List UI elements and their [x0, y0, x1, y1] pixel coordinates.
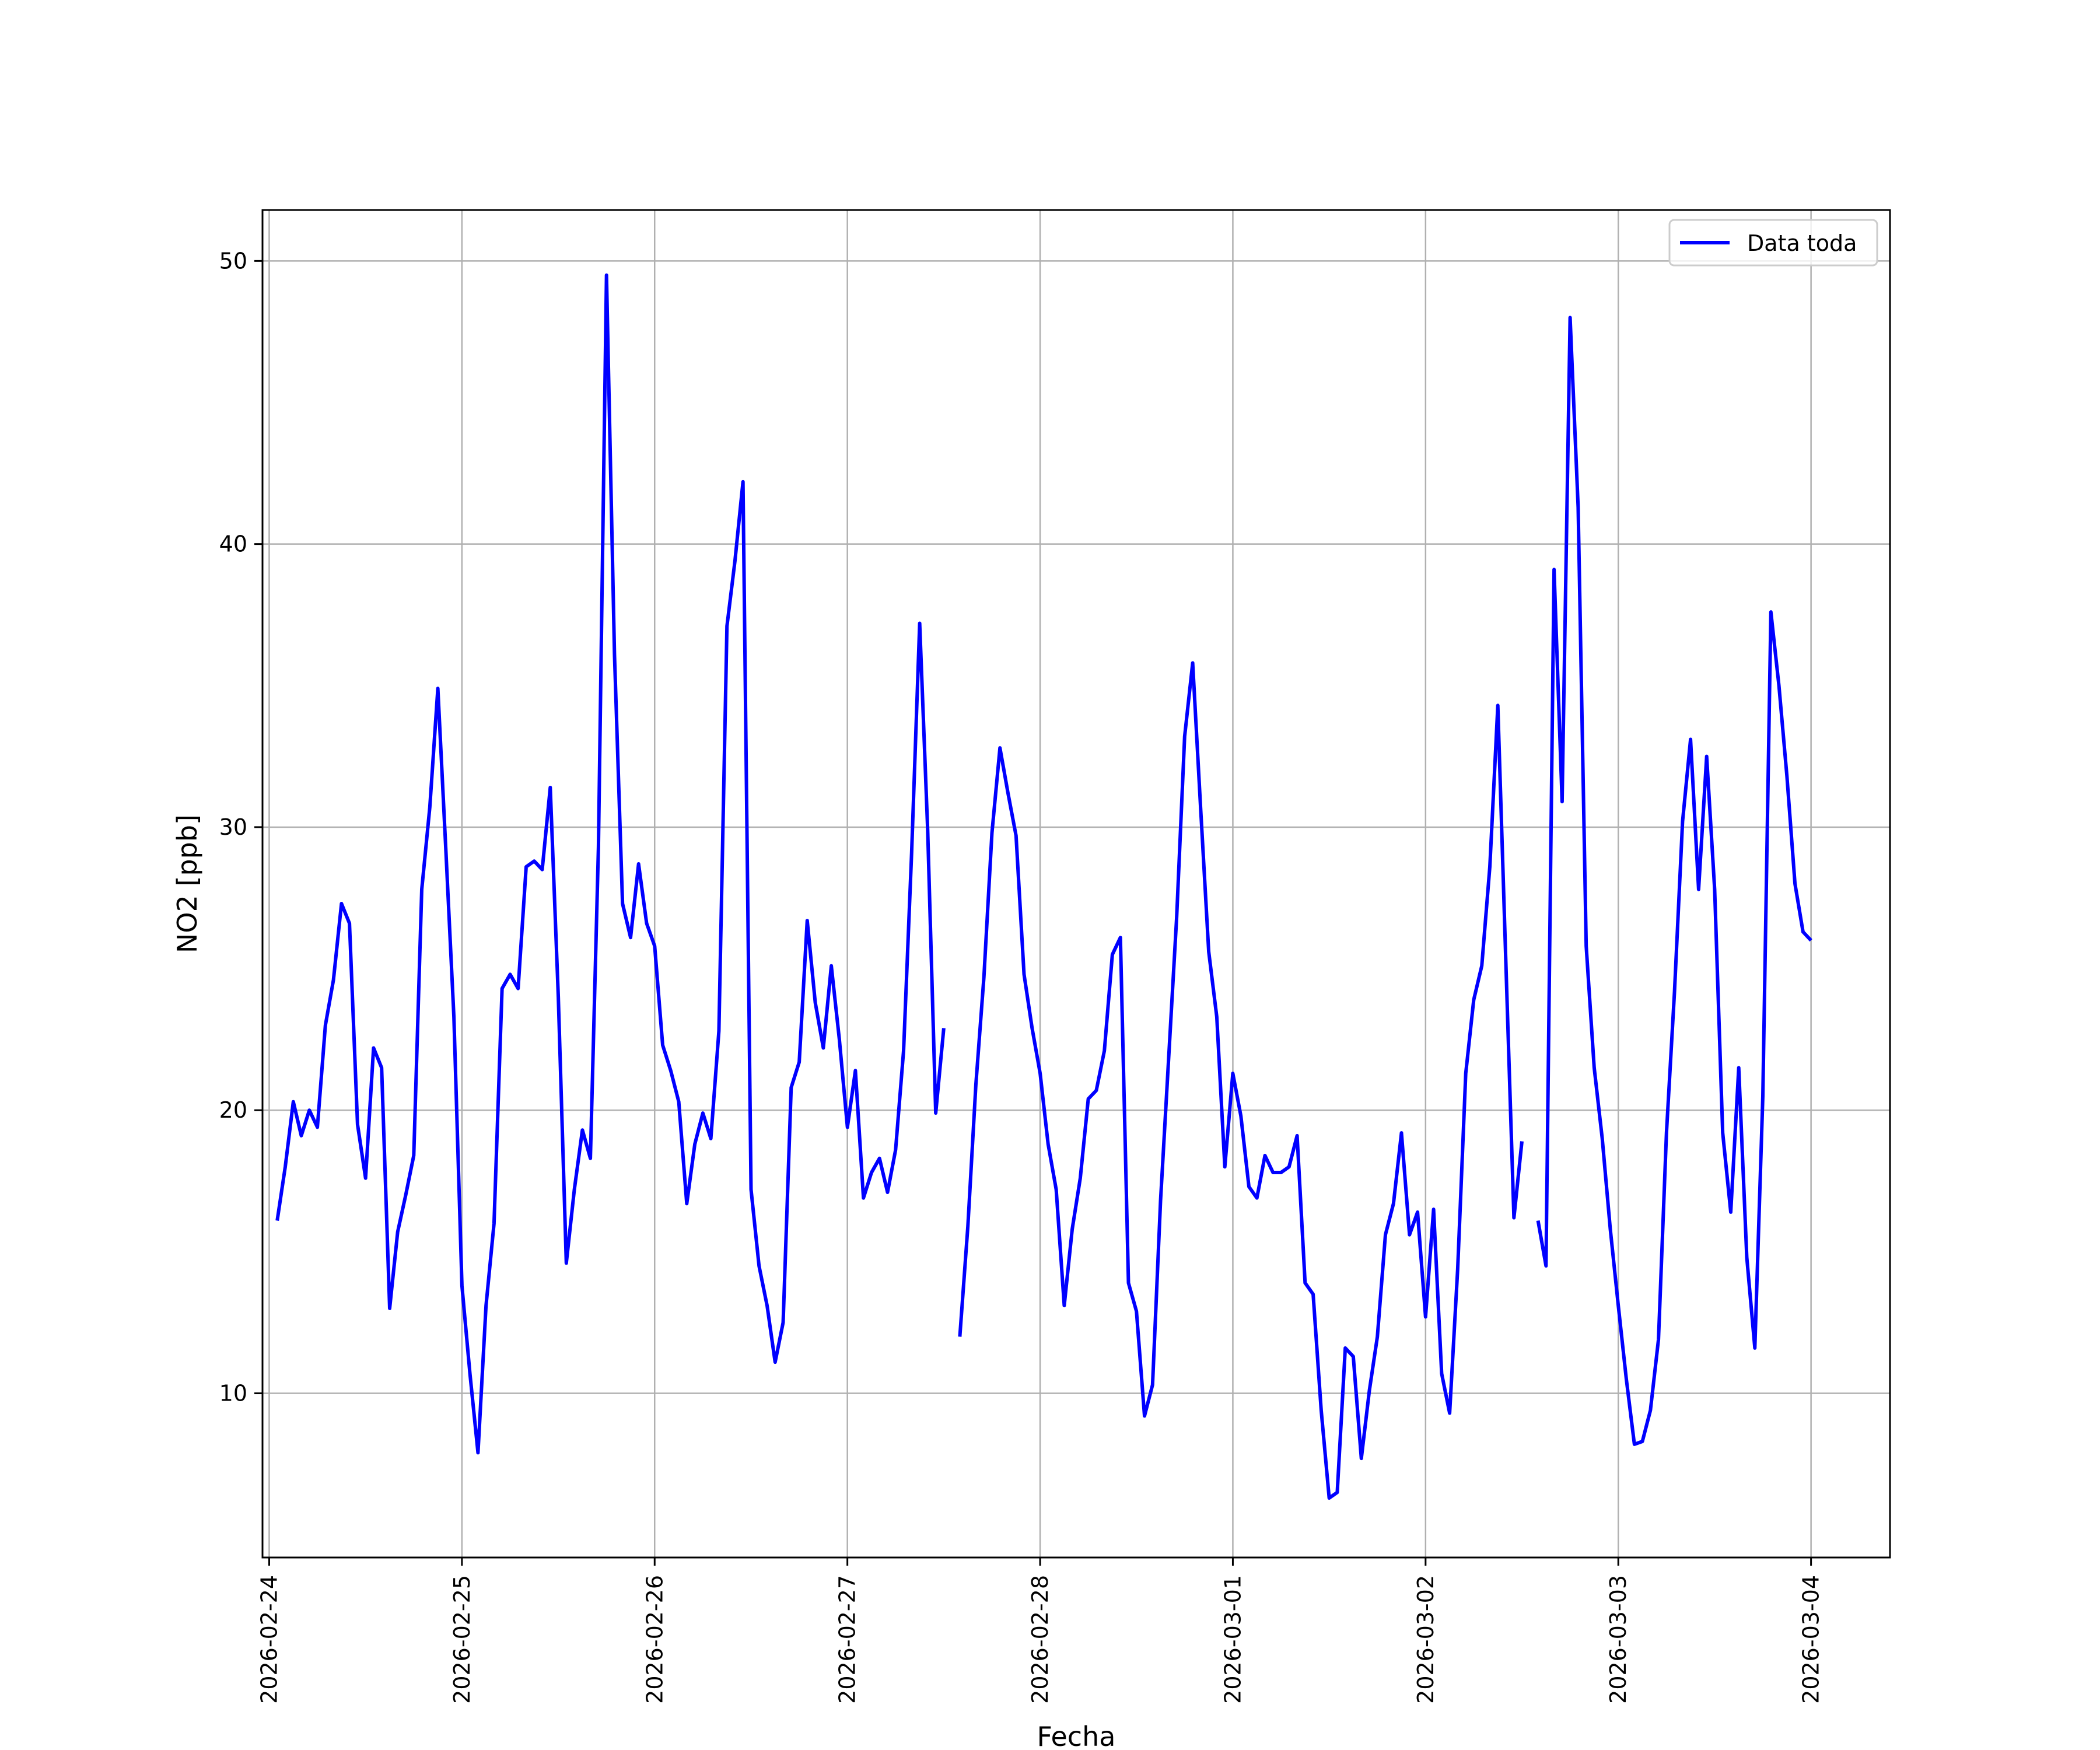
x-tick-label: 2026-02-28 — [1027, 1575, 1053, 1704]
x-tick-label: 2026-03-04 — [1798, 1575, 1824, 1704]
y-tick-label: 30 — [219, 814, 247, 840]
grid-layer — [262, 210, 1890, 1558]
ticks-layer: 10 20 30 40 50 2026-02-24 2026-02-25 2026-02-26… — [219, 248, 1824, 1703]
series-line-segment — [958, 661, 1524, 1500]
y-tick-label: 20 — [219, 1097, 247, 1123]
x-tick-label: 2026-03-01 — [1220, 1575, 1245, 1704]
y-axis-label: NO2 [ppb] — [172, 814, 203, 953]
y-tick-label: 10 — [219, 1381, 247, 1406]
x-tick-label: 2026-03-03 — [1605, 1575, 1631, 1704]
x-tick-label: 2026-02-26 — [642, 1575, 667, 1704]
data-layer — [275, 273, 1812, 1500]
x-tick-label: 2026-02-24 — [256, 1575, 282, 1704]
legend: Data toda — [1668, 219, 1878, 267]
legend-label: Data toda — [1747, 230, 1857, 256]
x-tick-label: 2026-02-27 — [835, 1575, 860, 1704]
y-tick-label: 50 — [219, 248, 247, 274]
legend-box — [1668, 219, 1878, 267]
series-line-segment — [1536, 316, 1812, 1446]
series-line-segment — [275, 273, 946, 1455]
plot-frame — [261, 209, 1891, 1559]
y-tick-label: 40 — [219, 531, 247, 557]
x-tick-label: 2026-02-25 — [449, 1575, 475, 1704]
x-tick-label: 2026-03-02 — [1413, 1575, 1438, 1704]
x-axis-label: Fecha — [1037, 1721, 1116, 1750]
